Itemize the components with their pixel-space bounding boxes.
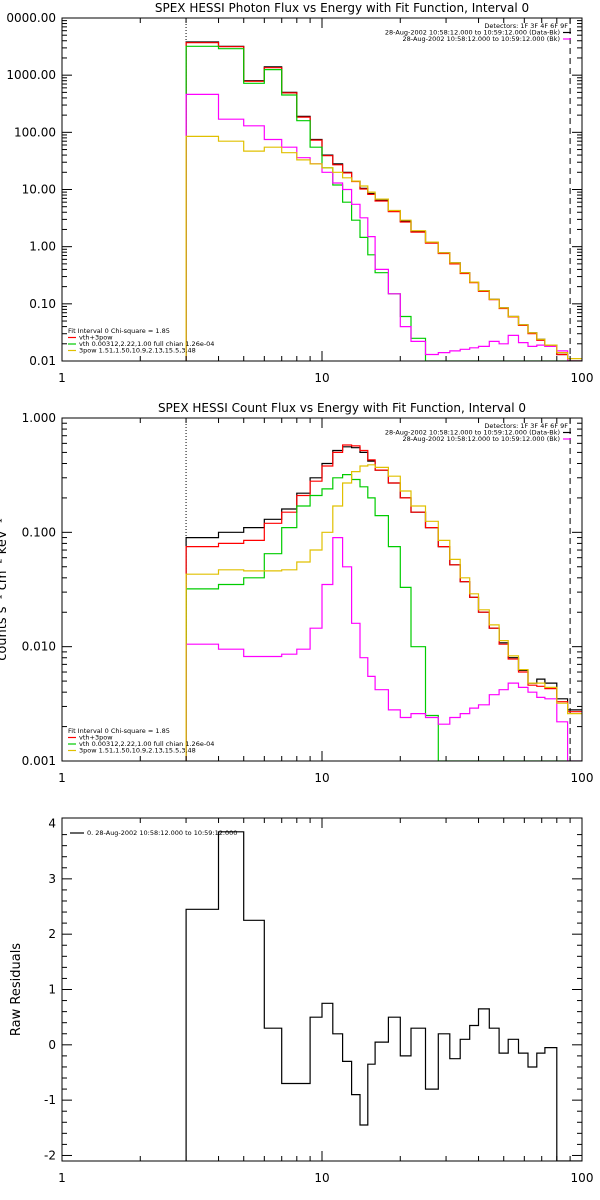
legend-entry-text: 28-Aug-2002 10:58:12.000 to 10:59:12.000… (385, 429, 560, 437)
data-series-group (185, 831, 582, 1161)
x-tick-label: 1 (58, 771, 66, 785)
series-line-5 (185, 464, 582, 761)
chart-panel-2: SPEX HESSI Count Flux vs Energy with Fit… (0, 401, 593, 785)
y-tick-label: 10.00 (22, 183, 56, 197)
y-tick-label: 0.100 (22, 525, 56, 539)
series-line-1 (185, 446, 582, 761)
chart-title: SPEX HESSI Photon Flux vs Energy with Fi… (155, 1, 529, 15)
y-tick-label: 0.010 (22, 640, 56, 654)
fit-legend-entry: 3pow 1.51,1.50,10.9,2.13,15.5,3.48 (79, 347, 196, 355)
legend-entry-text: 28-Aug-2002 10:58:12.000 to 10:59:12.000… (403, 35, 560, 43)
fit-legend-entry: vth 0.00312,2.22,1.00 full chian 1.26e-0… (79, 340, 214, 348)
y-tick-label: -2 (44, 1148, 56, 1162)
series-line-3 (185, 474, 582, 761)
fit-legend-entry: vth+3pow (79, 734, 113, 742)
chart-panel-3: 1 10 100 -2 -1 0 1 2 3 4 Raw Residuals 0. 28-Aug-20… (9, 817, 593, 1185)
series-line-4 (185, 93, 582, 361)
y-tick-label: 100.00 (14, 125, 56, 139)
y-tick-label: 0000.00 (6, 11, 56, 25)
y-tick-label: 3 (48, 872, 56, 886)
fit-legend-entry: vth 0.00312,2.22,1.00 full chian 1.26e-0… (79, 740, 214, 748)
y-axis-label: counts s⁻¹ cm⁻² keV⁻¹ (0, 518, 10, 661)
legend-header: Detectors: 1F 3F 4F 6F 9F (484, 422, 568, 430)
series-line-4 (185, 537, 582, 761)
legend-entry-text: 28-Aug-2002 10:58:12.000 to 10:59:12.000… (403, 435, 560, 443)
y-tick-label: 0.001 (22, 754, 56, 768)
x-tick-label: 100 (571, 1171, 594, 1185)
data-series-group (185, 444, 582, 761)
y-tick-label: 0.01 (29, 354, 56, 368)
legend-entry-text: 0. 28-Aug-2002 10:58:12.000 to 10:59:12.… (87, 829, 237, 837)
y-tick-label: 1.00 (29, 240, 56, 254)
plot-frame (61, 17, 583, 362)
fit-legend-entry: 3pow 1.51,1.50,10.9,2.13,15.5,3.48 (79, 747, 196, 755)
fit-legend-entry: vth+3pow (79, 334, 113, 342)
series-line-1 (185, 831, 582, 1161)
legend-entry-text: 28-Aug-2002 10:58:12.000 to 10:59:12.000… (385, 29, 560, 37)
x-tick-label: 1 (58, 371, 66, 385)
y-tick-label: 4 (48, 817, 56, 831)
series-line-3 (185, 45, 582, 361)
series-line-2 (185, 444, 582, 761)
legend-header: Detectors: 1F 3F 4F 6F 9F (484, 22, 568, 30)
fit-legend-header: Fit Interval 0 Chi-square = 1.85 (68, 327, 170, 335)
series-line-5 (185, 135, 582, 361)
x-tick-label: 10 (314, 771, 329, 785)
y-axis-label: Raw Residuals (9, 943, 24, 1036)
plot-frame (61, 817, 583, 1162)
chart-panel-1: SPEX HESSI Photon Flux vs Energy with Fi… (6, 1, 593, 385)
data-series-group (185, 41, 582, 361)
x-tick-label: 10 (314, 371, 329, 385)
x-tick-label: 1 (58, 1171, 66, 1185)
x-tick-label: 100 (571, 371, 594, 385)
y-tick-label: 1 (48, 983, 56, 997)
y-tick-label: 0 (48, 1038, 56, 1052)
series-line-2 (185, 42, 582, 361)
fit-legend-header: Fit Interval 0 Chi-square = 1.85 (68, 727, 170, 735)
y-tick-label: -1 (44, 1093, 56, 1107)
y-tick-label: 2 (48, 927, 56, 941)
x-tick-label: 100 (571, 771, 594, 785)
chart-title: SPEX HESSI Count Flux vs Energy with Fit… (158, 401, 526, 415)
y-tick-label: 0.10 (29, 297, 56, 311)
y-tick-label: 1.000 (22, 411, 56, 425)
x-tick-label: 10 (314, 1171, 329, 1185)
y-tick-label: 1000.00 (6, 68, 56, 82)
